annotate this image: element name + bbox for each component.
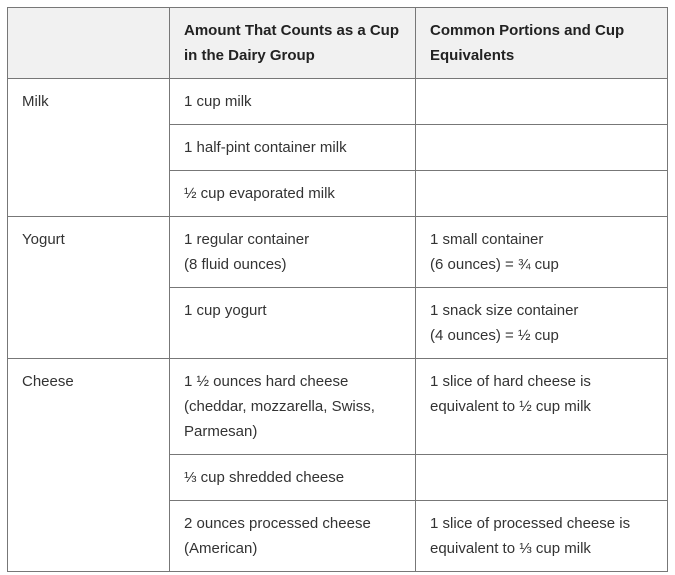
cell-line: (8 fluid ounces) bbox=[184, 256, 287, 273]
cell-line: (6 ounces) = ¾ cup bbox=[430, 256, 559, 273]
table-row: 2 ounces processed cheese (American) 1 s… bbox=[8, 500, 668, 572]
cell-line: equivalent to ⅓ cup milk bbox=[430, 540, 591, 557]
portion-cell: 1 small container (6 ounces) = ¾ cup bbox=[415, 216, 668, 288]
portion-cell: 1 slice of processed cheese is equivalen… bbox=[415, 500, 668, 572]
amount-cell: 1 cup milk bbox=[169, 78, 416, 125]
amount-cell: 1 regular container (8 fluid ounces) bbox=[169, 216, 416, 288]
table-header-row: Amount That Counts as a Cup in the Dairy… bbox=[7, 7, 668, 79]
cell-line: 1 ½ ounces hard cheese bbox=[184, 373, 349, 390]
portion-cell bbox=[415, 170, 668, 217]
amount-cell: 1 half-pint container milk bbox=[169, 124, 416, 171]
header-common-portions: Common Portions and Cup Equivalents bbox=[415, 7, 668, 79]
group-label-yogurt: Yogurt bbox=[7, 216, 170, 359]
amount-cell: 1 ½ ounces hard cheese (cheddar, mozzare… bbox=[169, 358, 416, 455]
cell-line: 1 snack size container bbox=[430, 302, 579, 319]
group-label-milk: Milk bbox=[7, 78, 170, 217]
table-row: ½ cup evaporated milk bbox=[8, 170, 668, 217]
amount-cell: ½ cup evaporated milk bbox=[169, 170, 416, 217]
amount-cell: 1 cup yogurt bbox=[169, 287, 416, 359]
dairy-cup-equivalents-table: Amount That Counts as a Cup in the Dairy… bbox=[7, 7, 668, 572]
portion-cell bbox=[415, 454, 668, 501]
cell-line: 1 regular container bbox=[184, 231, 310, 248]
portion-cell: 1 slice of hard cheese is equivalent to … bbox=[415, 358, 668, 455]
cell-line: 1 half-pint container milk bbox=[184, 139, 347, 156]
cell-line: Parmesan) bbox=[184, 423, 258, 440]
table-row: Yogurt 1 regular container (8 fluid ounc… bbox=[7, 216, 668, 359]
cell-line: 1 cup milk bbox=[184, 93, 252, 110]
cell-line: (cheddar, mozzarella, Swiss, bbox=[184, 398, 375, 415]
cell-line: 1 slice of hard cheese is bbox=[430, 373, 591, 390]
cell-line: 1 small container bbox=[430, 231, 544, 248]
header-food-group bbox=[7, 7, 170, 79]
cell-line: (4 ounces) = ½ cup bbox=[430, 327, 559, 344]
cell-line: 1 cup yogurt bbox=[184, 302, 267, 319]
portion-cell bbox=[415, 78, 668, 125]
portion-cell: 1 snack size container (4 ounces) = ½ cu… bbox=[415, 287, 668, 359]
portion-cell bbox=[415, 124, 668, 171]
cell-line: 2 ounces processed cheese bbox=[184, 515, 371, 532]
cell-line: (American) bbox=[184, 540, 258, 557]
table-row: Milk 1 cup milk bbox=[7, 78, 668, 217]
cell-line: ⅓ cup shredded cheese bbox=[184, 469, 345, 486]
cell-line: ½ cup evaporated milk bbox=[184, 185, 335, 202]
table-row: Cheese 1 ½ ounces hard cheese (cheddar, … bbox=[7, 358, 668, 572]
amount-cell: 2 ounces processed cheese (American) bbox=[169, 500, 416, 572]
amount-cell: ⅓ cup shredded cheese bbox=[169, 454, 416, 501]
cell-line: 1 slice of processed cheese is bbox=[430, 515, 631, 532]
cell-line: equivalent to ½ cup milk bbox=[430, 398, 591, 415]
header-amount-cup: Amount That Counts as a Cup in the Dairy… bbox=[169, 7, 416, 79]
table-row: ⅓ cup shredded cheese bbox=[8, 454, 668, 501]
table-row: 1 cup yogurt 1 snack size container (4 o… bbox=[8, 287, 668, 359]
table-row: 1 half-pint container milk bbox=[8, 124, 668, 171]
group-label-cheese: Cheese bbox=[7, 358, 170, 572]
